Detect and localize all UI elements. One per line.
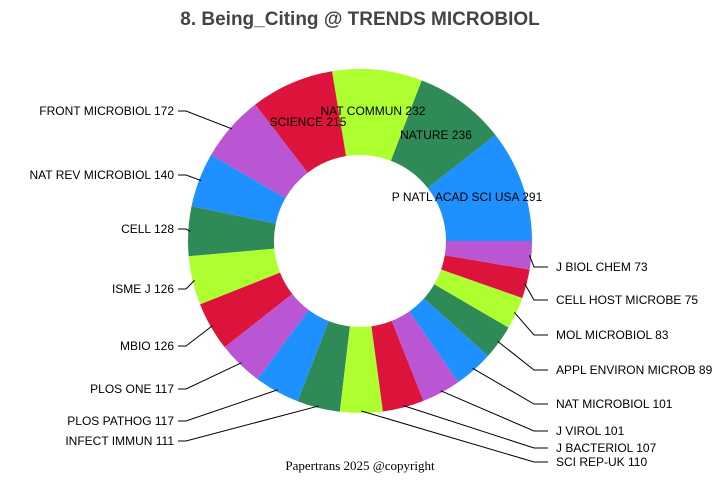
chart-title: 8. Being_Citing @ TRENDS MICROBIOL	[180, 9, 540, 30]
slice-mbio	[200, 272, 293, 348]
slice-label: FRONT MICROBIOL 172	[39, 104, 174, 118]
leader-line	[178, 174, 202, 182]
slice-label: APPL ENVIRON MICROB 89	[556, 363, 713, 377]
slice-nature	[390, 80, 496, 188]
leader-line	[513, 311, 548, 336]
slice-nat-microbiol	[409, 298, 489, 383]
footer-copyright: Papertrans 2025 @copyright	[285, 458, 435, 473]
slice-p-natl-acad-sci-usa	[427, 134, 532, 241]
slice-appl-environ-microb	[424, 284, 509, 356]
leader-line	[472, 367, 548, 405]
leader-line	[524, 283, 548, 301]
slice-sci-rep-uk	[339, 326, 383, 413]
leader-line	[178, 405, 319, 442]
slice-label: J BACTERIOL 107	[556, 441, 657, 455]
slice-label: SCIENCE 215	[270, 115, 347, 129]
leader-line	[178, 228, 191, 232]
slice-j-virol	[391, 311, 459, 401]
slice-label: J BIOL CHEM 73	[556, 260, 648, 274]
slice-label: NATURE 236	[400, 128, 472, 142]
slice-front-microbiol	[211, 104, 308, 199]
leader-line	[178, 389, 278, 422]
slice-plos-one	[224, 294, 309, 380]
slice-label: NAT REV MICROBIOL 140	[30, 168, 175, 182]
slice-science	[255, 71, 347, 173]
slice-label: MOL MICROBIOL 83	[556, 328, 669, 342]
slice-cell-host-microbe	[441, 255, 530, 299]
slice-label: NAT MICROBIOL 101	[556, 397, 673, 411]
slice-label: NAT COMMUN 232	[321, 104, 426, 118]
leader-line	[528, 254, 548, 268]
slice-j-bacteriol	[371, 320, 424, 412]
slice-cell	[188, 206, 276, 257]
leader-line	[178, 279, 195, 290]
slice-infect-immun	[297, 321, 350, 412]
slice-isme-j	[188, 248, 281, 305]
slice-label: SCI REP-UK 110	[556, 455, 647, 469]
leader-line	[178, 362, 242, 390]
slice-label: CELL HOST MICROBE 75	[556, 293, 698, 307]
slice-plos-pathog	[257, 310, 329, 402]
leader-line	[178, 110, 233, 130]
leader-line	[361, 410, 548, 463]
slice-label: J VIROL 101	[556, 424, 625, 438]
slice-label: P NATL ACAD SCI USA 291	[392, 190, 543, 204]
leader-line	[440, 390, 548, 432]
slice-label: MBIO 126	[120, 339, 174, 353]
leader-line	[497, 340, 548, 371]
slice-label: PLOS ONE 117	[90, 382, 174, 396]
slice-label: INFECT IMMUN 111	[65, 434, 174, 448]
slice-nat-commun	[332, 69, 422, 161]
slice-label: CELL 128	[121, 222, 174, 236]
slice-mol-microbiol	[434, 269, 523, 328]
leader-line	[178, 325, 213, 347]
slice-label: PLOS PATHOG 117	[67, 414, 174, 428]
slice-j-biol-chem	[444, 241, 532, 270]
slice-label: ISME J 126	[112, 282, 174, 296]
slice-nat-rev-microbiol	[191, 155, 286, 224]
leader-line	[402, 404, 548, 449]
